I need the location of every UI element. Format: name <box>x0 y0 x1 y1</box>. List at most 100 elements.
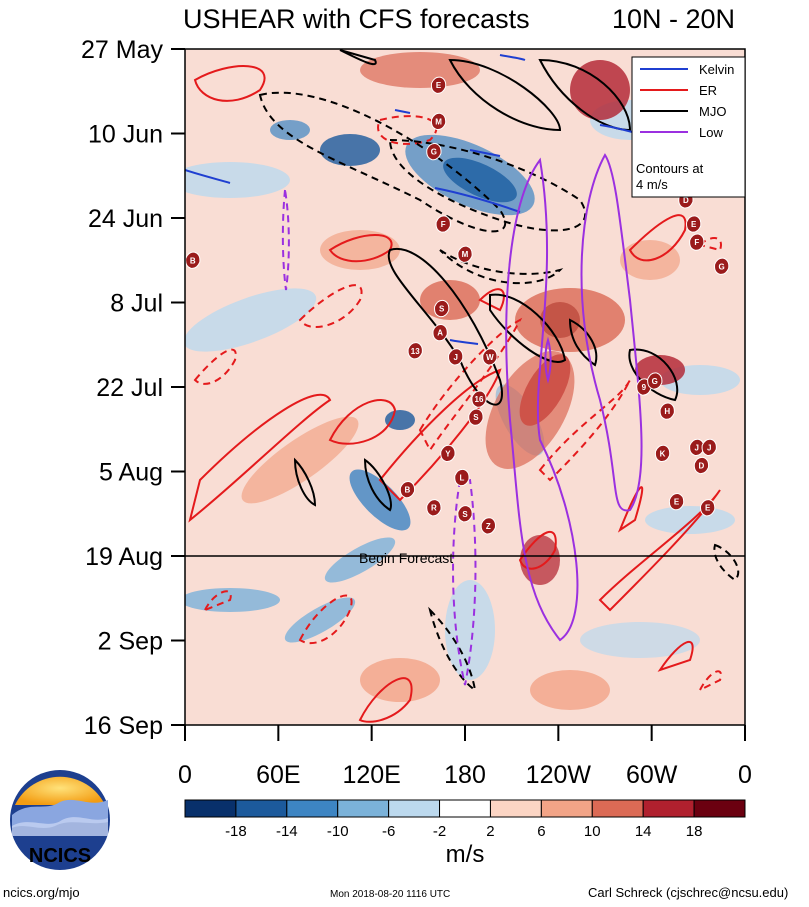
storm-label: F <box>441 220 446 229</box>
mjo-contour <box>293 457 317 507</box>
storm-marker: E <box>430 76 447 94</box>
storm-label: A <box>437 329 443 338</box>
footer-timestamp: Mon 2018-08-20 1116 UTC <box>330 889 450 900</box>
storm-marker: 16 <box>471 390 487 408</box>
footer-url[interactable]: ncics.org/mjo <box>3 885 80 900</box>
y-tick-label: 8 Jul <box>110 290 163 318</box>
x-tick-label: 60W <box>626 761 678 789</box>
colorbar-label: 18 <box>686 823 703 840</box>
legend: Kelvin ER MJO Low Contours at 4 m/s <box>631 56 746 198</box>
storm-marker: 13 <box>407 342 423 360</box>
storm-icon <box>647 372 663 390</box>
storm-marker: G <box>647 372 663 390</box>
storm-label: D <box>699 461 705 470</box>
storm-label: B <box>190 256 196 265</box>
storm-label: 9 <box>642 383 647 392</box>
storm-marker: E <box>700 499 716 517</box>
storm-marker: L <box>454 468 470 487</box>
storm-label: L <box>459 474 464 483</box>
legend-label: Kelvin <box>699 62 734 77</box>
storm-marker: S <box>457 505 473 523</box>
storm-label: K <box>660 449 666 458</box>
storm-label: S <box>439 305 445 314</box>
colorbar-label: 6 <box>537 823 545 840</box>
shade-blue-7 <box>324 537 396 583</box>
y-tick-label: 27 May <box>81 36 163 64</box>
y-tick-label: 10 Jun <box>88 121 163 149</box>
kelvin-contour <box>469 149 501 157</box>
storm-label: J <box>707 443 711 452</box>
x-axis: 0 60E 120E 180 120W 60W 0 <box>178 725 752 789</box>
shade-blue-13 <box>580 622 700 658</box>
mjo-contour-dashed <box>713 543 740 582</box>
storm-label: W <box>486 353 494 362</box>
chart-title: USHEAR with CFS forecasts <box>183 4 530 34</box>
y-tick-label: 24 Jun <box>88 205 163 233</box>
colorbar-cell <box>337 799 390 818</box>
storm-icon <box>480 517 496 535</box>
mjo-contour-dashed <box>258 91 507 233</box>
storm-marker: F <box>435 215 451 233</box>
mjo-contour <box>448 58 562 132</box>
storm-icon <box>468 408 484 426</box>
storm-label: S <box>473 413 479 422</box>
shade-blue-8 <box>284 597 356 643</box>
storm-label: Y <box>445 449 451 458</box>
er-contour-dashed <box>538 379 631 482</box>
x-tick-label: 180 <box>444 761 486 789</box>
mjo-contour-dashed <box>439 249 564 285</box>
storm-label: J <box>695 443 699 452</box>
storm-icon <box>426 142 442 161</box>
kelvin-contour <box>499 54 526 61</box>
legend-box <box>631 56 746 198</box>
storm-marker: S <box>434 299 450 318</box>
storm-marker: J <box>448 348 464 366</box>
mjo-contour <box>538 58 632 132</box>
kelvin-contour <box>434 187 521 213</box>
er-contour <box>657 640 694 672</box>
storm-label: 13 <box>411 347 420 356</box>
low-contour <box>505 157 579 642</box>
mjo-contour-dashed <box>388 138 587 232</box>
storm-label: B <box>405 486 411 495</box>
storm-marker: E <box>668 493 685 511</box>
colorbar-cell <box>591 799 644 818</box>
kelvin-contour <box>449 339 479 345</box>
y-tick-label: 16 Sep <box>84 712 163 740</box>
shade-blue-6 <box>385 410 415 430</box>
colorbar-label: -18 <box>225 823 247 840</box>
er-contour <box>358 677 413 723</box>
shade-blue-12 <box>645 506 735 534</box>
shade-red-5 <box>570 60 630 120</box>
low-contour-dashed <box>281 189 290 291</box>
storm-icon <box>448 348 464 366</box>
forecast-start-label: Begin Forecast <box>359 550 453 566</box>
er-contour-dashed <box>298 284 363 329</box>
storm-label: R <box>431 504 437 513</box>
storm-icon <box>434 299 450 318</box>
colorbar: -18 -14 -10 -6 -2 2 6 10 14 18 <box>184 799 746 840</box>
storm-label: J <box>453 353 457 362</box>
colorbar-label: 10 <box>584 823 601 840</box>
storm-icon <box>471 390 487 408</box>
kelvin-contour <box>185 169 231 184</box>
storm-marker: B <box>185 251 201 269</box>
storm-icon <box>399 480 416 499</box>
er-contour-dashed <box>697 670 722 693</box>
colorbar-label: 14 <box>635 823 652 840</box>
storm-marker: Y <box>440 444 456 463</box>
shade-red-13 <box>320 230 400 270</box>
storm-marker: K <box>654 444 671 463</box>
low-contours <box>505 153 643 642</box>
storm-label: D <box>683 196 689 205</box>
x-tick-label: 120W <box>526 761 592 789</box>
shade-red-11 <box>241 416 359 504</box>
storm-icon <box>426 499 442 517</box>
shade-blue-2 <box>270 120 310 140</box>
colorbar-label: -2 <box>433 823 446 840</box>
storm-label: E <box>691 220 697 229</box>
storm-marker: A <box>432 324 448 342</box>
er-contours <box>188 65 721 723</box>
storm-icon <box>430 76 447 94</box>
